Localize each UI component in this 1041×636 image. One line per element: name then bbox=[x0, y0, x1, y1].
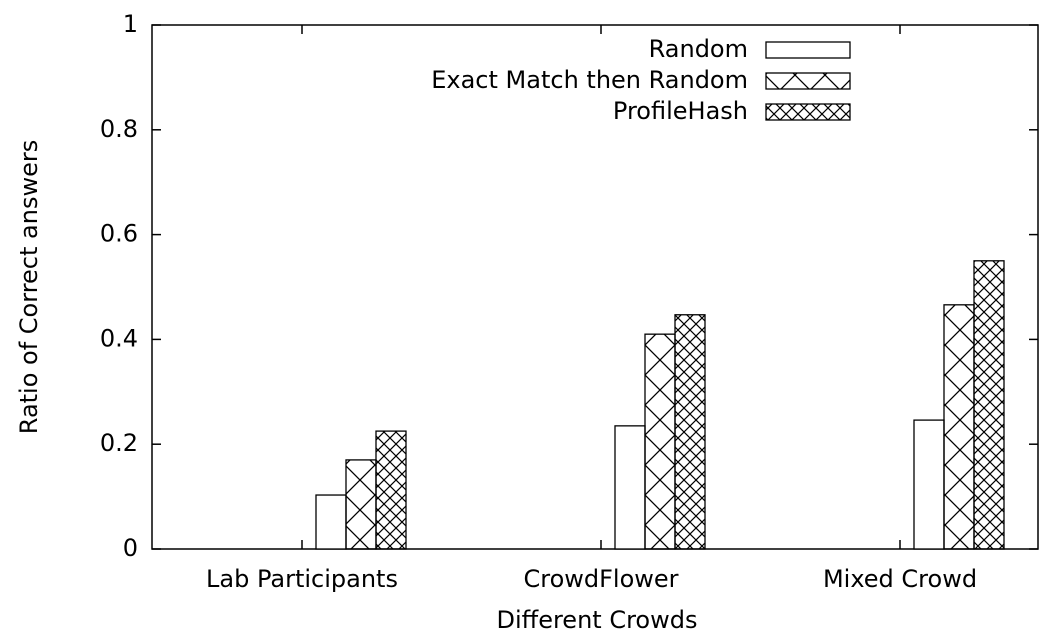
bar bbox=[315, 494, 347, 550]
bar bbox=[375, 430, 407, 550]
legend-label: Random bbox=[649, 35, 748, 63]
bar bbox=[644, 333, 676, 550]
x-axis-label: Different Crowds bbox=[497, 606, 698, 634]
legend-swatch bbox=[765, 103, 851, 121]
legend-label: ProfileHash bbox=[613, 97, 748, 125]
y-tick-label: 0.8 bbox=[100, 115, 138, 143]
y-tick-label: 0.4 bbox=[100, 324, 138, 352]
x-tick-label: Lab Participants bbox=[206, 565, 398, 593]
legend-swatch bbox=[765, 41, 851, 59]
bar bbox=[345, 459, 377, 550]
bar bbox=[614, 425, 646, 550]
legend-swatch bbox=[765, 72, 851, 90]
bar bbox=[913, 419, 945, 550]
x-tick-label: CrowdFlower bbox=[523, 565, 678, 593]
bar bbox=[943, 304, 975, 550]
y-axis-label: Ratio of Correct answers bbox=[15, 140, 43, 434]
y-tick-label: 0.2 bbox=[100, 429, 138, 457]
plot-frame bbox=[151, 24, 1039, 550]
legend-label: Exact Match then Random bbox=[431, 66, 748, 94]
y-tick-label: 0 bbox=[123, 534, 138, 562]
y-tick-label: 1 bbox=[123, 10, 138, 38]
bar bbox=[973, 260, 1005, 550]
y-tick-label: 0.6 bbox=[100, 220, 138, 248]
x-tick-label: Mixed Crowd bbox=[823, 565, 977, 593]
bar bbox=[674, 314, 706, 550]
